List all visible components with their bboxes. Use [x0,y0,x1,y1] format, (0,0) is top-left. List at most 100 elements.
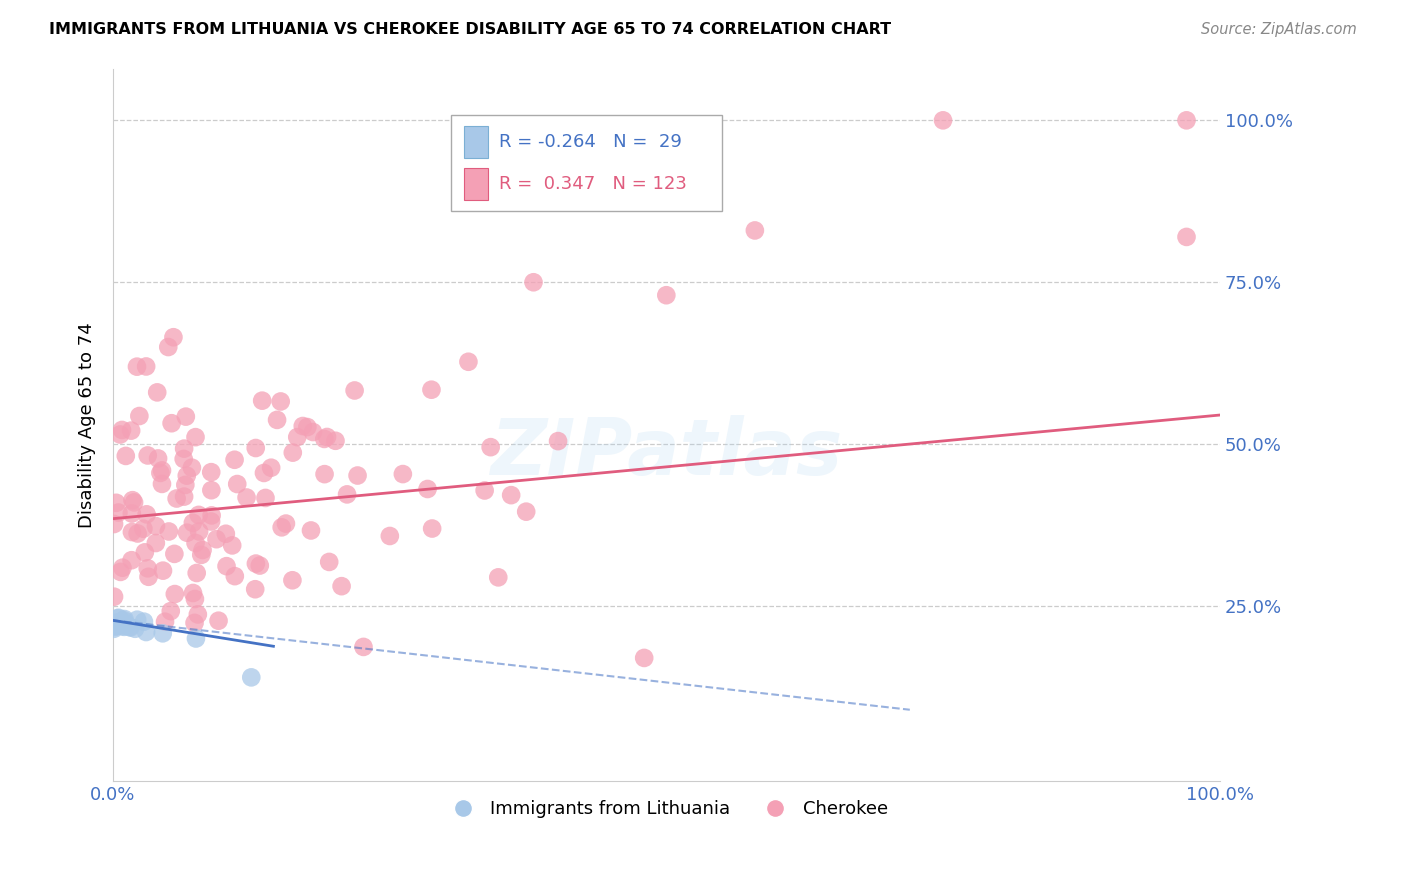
Point [162,330,184,344]
Point [186,566,208,580]
Point [174,409,197,424]
Point [346,468,368,483]
Point [260,460,283,475]
Point [135,508,157,522]
Point [132,615,155,629]
Point [245,582,267,597]
Point [184,430,207,444]
Point [522,275,544,289]
Point [245,441,267,455]
Point [157,524,180,539]
Point [105,616,128,631]
Point [145,536,167,550]
Point [353,640,375,654]
Text: Source: ZipAtlas.com: Source: ZipAtlas.com [1201,22,1357,37]
Point [112,617,135,632]
Point [245,557,267,571]
Point [215,526,238,541]
Point [111,423,134,437]
Point [221,538,243,552]
Point [103,516,125,531]
Point [153,615,176,629]
Point [201,508,224,523]
Point [152,564,174,578]
Point [112,613,135,627]
Point [181,586,204,600]
Point [146,451,169,466]
Point [122,495,145,509]
Point [163,547,186,561]
Point [188,524,211,539]
Point [110,615,132,630]
Point [547,434,569,449]
Point [291,419,314,434]
Point [181,516,204,530]
Point [124,622,146,636]
Point [176,525,198,540]
FancyBboxPatch shape [450,115,721,211]
Point [479,440,502,454]
Point [184,536,207,550]
Point [111,614,134,628]
Point [266,413,288,427]
Point [224,569,246,583]
Point [200,515,222,529]
Text: R =  0.347   N = 123: R = 0.347 N = 123 [499,176,688,194]
Point [744,223,766,237]
Point [120,424,142,438]
Point [114,449,136,463]
Point [314,432,336,446]
Bar [464,126,488,158]
Point [134,545,156,559]
Point [285,430,308,444]
Point [152,626,174,640]
Point [135,359,157,374]
Point [111,619,134,633]
Point [253,466,276,480]
Point [145,519,167,533]
Point [114,612,136,626]
Point [1175,230,1198,244]
Point [103,618,125,632]
Point [118,620,141,634]
Point [107,611,129,625]
Point [136,561,159,575]
Point [166,491,188,506]
Point [270,394,292,409]
Point [224,452,246,467]
Point [187,607,209,622]
Point [200,465,222,479]
Point [173,490,195,504]
Point [392,467,415,481]
Point [132,522,155,536]
Point [173,442,195,456]
Point [103,622,125,636]
Point [107,506,129,520]
Point [135,625,157,640]
Point [146,385,169,400]
Point [330,579,353,593]
Point [274,516,297,531]
Legend: Immigrants from Lithuania, Cherokee: Immigrants from Lithuania, Cherokee [437,793,894,825]
Point [104,620,127,634]
Point [127,526,149,541]
Point [176,468,198,483]
Point [121,524,143,539]
Point [314,467,336,482]
Point [105,617,128,632]
Point [254,491,277,505]
Point [343,384,366,398]
Point [633,651,655,665]
Point [107,615,129,630]
Point [240,670,263,684]
Point [157,340,180,354]
Point [103,618,125,632]
Point [420,383,443,397]
Point [207,614,229,628]
Point [486,570,509,584]
Point [149,466,172,480]
Point [416,482,439,496]
Point [316,430,339,444]
Point [173,451,195,466]
Point [420,522,443,536]
